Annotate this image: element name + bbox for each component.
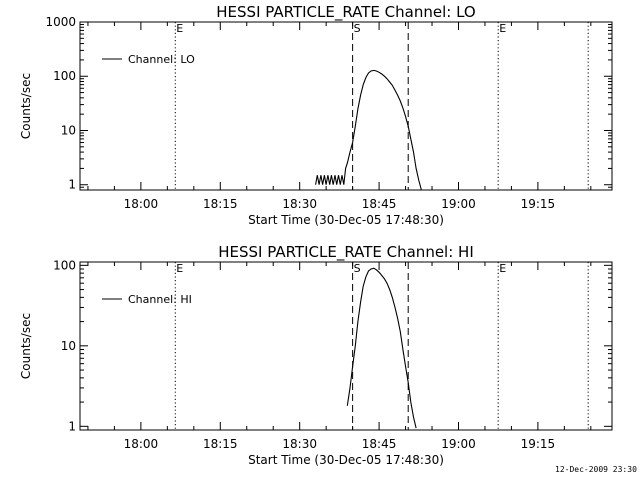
y-tick-label: 10 bbox=[61, 339, 76, 353]
y-tick-label: 10 bbox=[61, 123, 76, 137]
x-tick-label: 18:15 bbox=[203, 197, 238, 211]
x-tick-label: 19:00 bbox=[441, 197, 476, 211]
x-tick-label: 18:00 bbox=[124, 437, 159, 451]
x-tick-label: 19:00 bbox=[441, 437, 476, 451]
series-line bbox=[346, 267, 417, 429]
marker-label: E bbox=[176, 262, 183, 275]
chart-title: HESSI PARTICLE_RATE Channel: LO bbox=[216, 3, 475, 22]
chart-title: HESSI PARTICLE_RATE Channel: HI bbox=[218, 243, 474, 262]
marker-label: E bbox=[176, 22, 183, 35]
y-tick-label: 1000 bbox=[45, 15, 76, 29]
legend-label: Channel: HI bbox=[128, 293, 192, 306]
marker-label: S bbox=[354, 22, 361, 35]
x-tick-label: 18:45 bbox=[362, 437, 397, 451]
series-line bbox=[315, 69, 422, 191]
y-axis-label: Counts/sec bbox=[19, 313, 33, 379]
x-tick-label: 18:30 bbox=[282, 437, 317, 451]
x-tick-label: 19:15 bbox=[521, 197, 556, 211]
legend-label: Channel: LO bbox=[128, 53, 195, 66]
x-tick-label: 18:15 bbox=[203, 437, 238, 451]
chart-panel-2: HESSI PARTICLE_RATE Channel: HI Counts/se… bbox=[19, 243, 613, 467]
x-tick-label: 19:15 bbox=[521, 437, 556, 451]
x-tick-label: 18:30 bbox=[282, 197, 317, 211]
y-tick-label: 1 bbox=[68, 178, 76, 192]
y-tick-label: 100 bbox=[53, 258, 76, 272]
x-tick-label: 18:00 bbox=[124, 197, 159, 211]
plot-frame bbox=[79, 21, 613, 191]
x-tick-label: 18:45 bbox=[362, 197, 397, 211]
y-axis-label: Counts/sec bbox=[19, 73, 33, 139]
chart-panel-1: HESSI PARTICLE_RATE Channel: LO Counts/se… bbox=[19, 3, 613, 227]
x-axis-label: Start Time (30-Dec-05 17:48:30) bbox=[248, 213, 444, 227]
date-stamp: 12-Dec-2009 23:30 bbox=[555, 465, 637, 474]
marker-label: E bbox=[499, 262, 506, 275]
y-tick-label: 100 bbox=[53, 69, 76, 83]
x-axis-label: Start Time (30-Dec-05 17:48:30) bbox=[248, 453, 444, 467]
marker-label: S bbox=[354, 262, 361, 275]
plot-frame bbox=[79, 261, 613, 431]
y-tick-label: 1 bbox=[68, 419, 76, 433]
marker-label: E bbox=[499, 22, 506, 35]
